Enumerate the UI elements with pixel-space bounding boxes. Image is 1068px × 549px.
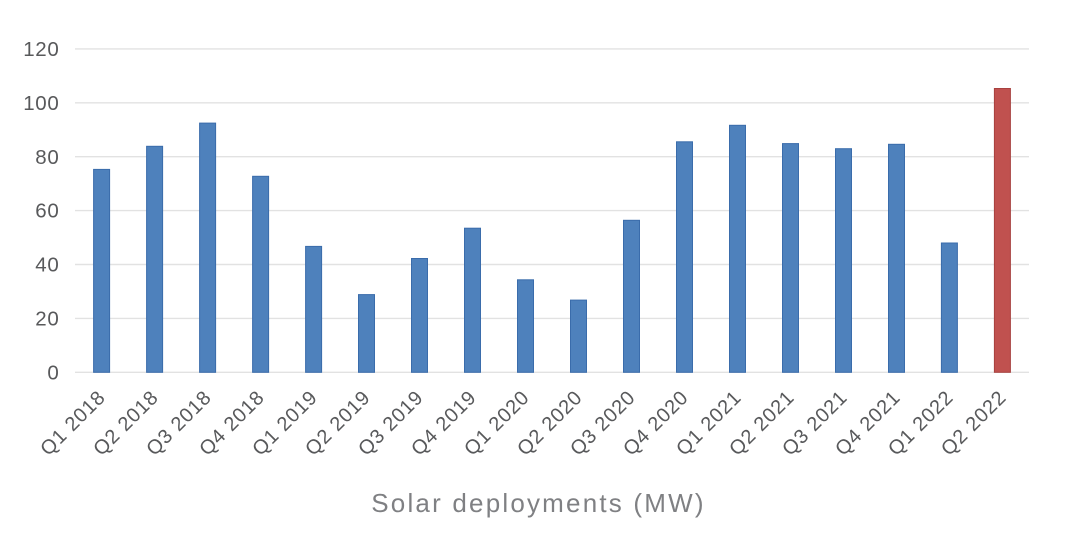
svg-text:40: 40: [35, 254, 59, 277]
svg-text:Solar deployments (MW): Solar deployments (MW): [371, 488, 705, 518]
svg-text:120: 120: [23, 38, 59, 61]
svg-text:100: 100: [23, 92, 59, 115]
svg-text:80: 80: [35, 146, 59, 169]
svg-text:0: 0: [47, 361, 59, 384]
svg-text:20: 20: [35, 308, 59, 331]
svg-text:60: 60: [35, 200, 59, 223]
